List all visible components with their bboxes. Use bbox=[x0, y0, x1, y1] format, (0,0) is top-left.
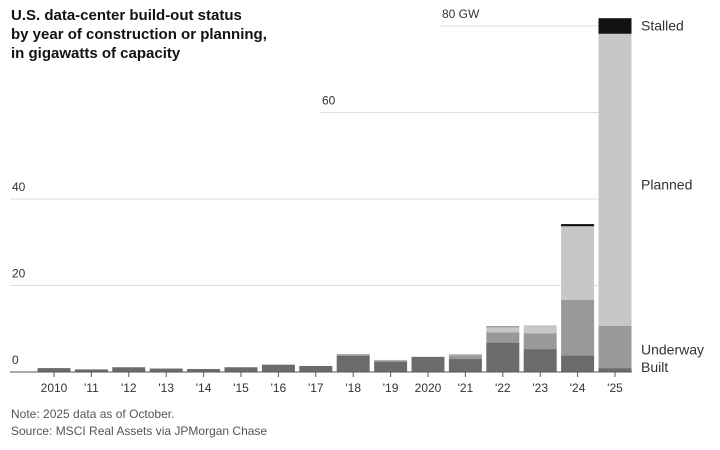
x-tick-label-5: '15 bbox=[233, 381, 249, 395]
bar-planned-9 bbox=[374, 359, 408, 361]
bar-built-0 bbox=[37, 368, 71, 372]
chart-source: Source: MSCI Real Assets via JPMorgan Ch… bbox=[11, 424, 268, 438]
chart-title: U.S. data-center build-out status by yea… bbox=[11, 6, 311, 63]
bar-built-7 bbox=[299, 365, 333, 372]
x-tick-label-3: '13 bbox=[158, 381, 174, 395]
chart-title-line-1: U.S. data-center build-out status bbox=[11, 7, 242, 24]
bar-built-4 bbox=[187, 368, 221, 372]
x-tick-label-12: '22 bbox=[495, 381, 511, 395]
legend-label-planned: Planned bbox=[641, 176, 692, 192]
x-tick-label-1: '11 bbox=[84, 381, 99, 395]
bar-underway-9 bbox=[374, 360, 408, 362]
x-tick-label-13: '23 bbox=[532, 381, 548, 395]
bar-planned-14 bbox=[561, 226, 595, 300]
x-tick-label-11: '21 bbox=[458, 381, 474, 395]
bar-built-13 bbox=[523, 349, 557, 372]
bar-built-14 bbox=[561, 355, 595, 372]
bar-underway-12 bbox=[486, 332, 520, 343]
bar-stalled-15 bbox=[598, 18, 632, 34]
x-tick-label-6: '16 bbox=[271, 381, 287, 395]
legend-label-built: Built bbox=[641, 359, 668, 375]
bar-underway-13 bbox=[523, 333, 557, 350]
x-tick-label-10: 2020 bbox=[415, 381, 442, 395]
x-tick-label-2: '12 bbox=[121, 381, 137, 395]
bar-underway-11 bbox=[448, 355, 482, 360]
bar-planned-12 bbox=[486, 327, 520, 333]
bar-planned-13 bbox=[523, 325, 557, 334]
bar-built-1 bbox=[74, 369, 108, 372]
chart-footer: Note: 2025 data as of October. Source: M… bbox=[11, 406, 267, 440]
bar-underway-8 bbox=[336, 354, 370, 356]
bar-built-15 bbox=[598, 368, 632, 372]
y-tick-label-60: 60 bbox=[322, 94, 336, 108]
bar-stalled-12 bbox=[486, 326, 520, 328]
y-tick-label-0: 0 bbox=[12, 353, 19, 367]
x-tick-label-4: '14 bbox=[196, 381, 212, 395]
bar-built-2 bbox=[112, 367, 146, 372]
legend-label-stalled: Stalled bbox=[641, 18, 684, 34]
stacked-bar-chart: 0 20 40 60 80 GW 2010 '11 '12 '13 '14 '15 '16 '17 '18… bbox=[10, 7, 704, 395]
legend-label-underway: Underway bbox=[641, 342, 704, 358]
y-tick-label-40: 40 bbox=[12, 180, 26, 194]
chart-title-line-2: by year of construction or planning, bbox=[11, 26, 267, 43]
y-tick-label-80: 80 GW bbox=[442, 7, 480, 21]
x-tick-label-14: '24 bbox=[570, 381, 586, 395]
y-tick-label-20: 20 bbox=[12, 267, 26, 281]
chart-note: Note: 2025 data as of October. bbox=[11, 407, 175, 421]
bar-planned-8 bbox=[336, 353, 370, 355]
bar-built-12 bbox=[486, 342, 520, 372]
bar-planned-11 bbox=[448, 353, 482, 356]
bar-built-10 bbox=[411, 356, 445, 372]
bar-built-6 bbox=[261, 364, 295, 372]
bar-built-3 bbox=[149, 368, 183, 372]
bar-built-8 bbox=[336, 355, 370, 372]
bar-built-9 bbox=[374, 361, 408, 372]
bar-underway-14 bbox=[561, 299, 595, 356]
bar-built-5 bbox=[224, 367, 258, 372]
bar-underway-15 bbox=[598, 325, 632, 369]
x-tick-label-7: '17 bbox=[308, 381, 324, 395]
x-tick-label-8: '18 bbox=[345, 381, 361, 395]
bar-built-11 bbox=[448, 359, 482, 372]
x-tick-label-0: 2010 bbox=[41, 381, 68, 395]
chart-title-line-3: in gigawatts of capacity bbox=[11, 45, 181, 62]
x-tick-label-9: '19 bbox=[383, 381, 399, 395]
bar-planned-15 bbox=[598, 33, 632, 326]
bar-stalled-14 bbox=[561, 224, 595, 227]
x-tick-label-15: '25 bbox=[607, 381, 623, 395]
